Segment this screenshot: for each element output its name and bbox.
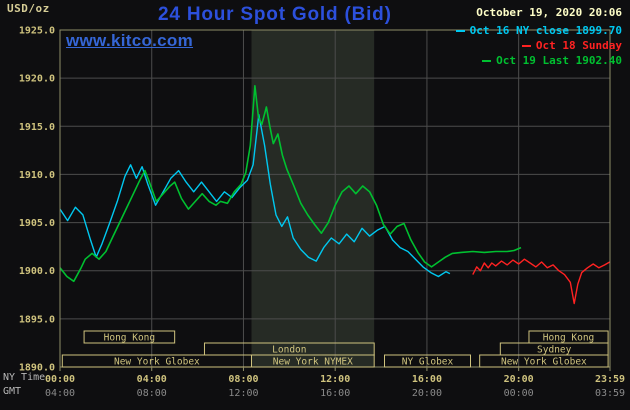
x-tick-label-ny: 23:59 — [595, 374, 625, 385]
x-tick-label-gmt: 20:00 — [412, 388, 442, 399]
x-tick-label-gmt: 04:00 — [45, 388, 75, 399]
chart-title: 24 Hour Spot Gold (Bid) — [158, 4, 392, 25]
y-tick-label: 1900.0 — [19, 266, 55, 277]
x-tick-label-ny: 20:00 — [504, 374, 534, 385]
session-label: New York NYMEX — [273, 357, 353, 368]
x-tick-label-ny: 04:00 — [137, 374, 167, 385]
x-tick-label-gmt: 16:00 — [320, 388, 350, 399]
x-tick-label-gmt: 12:00 — [228, 388, 258, 399]
x-tick-label-gmt: 03:59 — [595, 388, 625, 399]
session-label: Sydney — [537, 345, 572, 356]
session-box — [479, 354, 609, 368]
session-label: Hong Kong — [543, 333, 594, 344]
legend-label-oct16: Oct 16 NY close 1899.70 — [469, 24, 622, 37]
y-axis-units-label: USD/oz — [7, 2, 50, 15]
x-tick-label-gmt: 08:00 — [137, 388, 167, 399]
session-box — [250, 354, 375, 368]
session-label: London — [272, 345, 306, 356]
legend-item-oct19: Oct 19 Last 1902.40 — [482, 54, 622, 67]
kitco-watermark-link[interactable]: www.kitco.com — [66, 31, 194, 50]
x-tick-label-ny: 08:00 — [228, 374, 258, 385]
session-label: NY Globex — [402, 357, 454, 368]
legend-item-oct18: Oct 18 Sunday — [521, 39, 622, 52]
x-tick-label-ny: 16:00 — [412, 374, 442, 385]
y-tick-label: 1895.0 — [19, 314, 55, 325]
y-tick-label: 1915.0 — [19, 122, 55, 133]
session-label: New York Globex — [501, 357, 587, 368]
y-tick-label: 1920.0 — [19, 74, 55, 85]
y-tick-label: 1910.0 — [19, 170, 55, 181]
legend-label-oct19: Oct 19 Last 1902.40 — [496, 54, 622, 67]
y-tick-label: 1925.0 — [19, 26, 55, 37]
session-label: New York Globex — [114, 357, 200, 368]
chart-datetime: October 19, 2020 20:06 — [476, 6, 622, 19]
session-label: Hong Kong — [104, 333, 155, 344]
legend-swatch-oct16 — [455, 29, 465, 32]
session-box — [83, 330, 176, 344]
session-box — [384, 354, 471, 368]
x-tick-label-ny: 00:00 — [45, 374, 75, 385]
series-line-0 — [59, 113, 451, 278]
y-tick-label: 1905.0 — [19, 218, 55, 229]
legend-label-oct18: Oct 18 Sunday — [535, 39, 622, 52]
series-line-2 — [59, 85, 522, 283]
x-axis-label-ny: NY Time — [3, 372, 45, 383]
legend-swatch-oct18 — [521, 44, 531, 47]
x-tick-label-ny: 12:00 — [320, 374, 350, 385]
series-line-1 — [472, 258, 611, 305]
legend: Oct 16 NY close 1899.70 Oct 18 Sunday Oc… — [455, 24, 622, 67]
nymex-session-band — [251, 30, 375, 367]
x-axis-label-gmt: GMT — [3, 386, 21, 397]
legend-item-oct16: Oct 16 NY close 1899.70 — [455, 24, 622, 37]
y-tick-label: 1890.0 — [19, 363, 55, 374]
x-tick-label-gmt: 00:00 — [504, 388, 534, 399]
legend-swatch-oct19 — [482, 59, 492, 62]
